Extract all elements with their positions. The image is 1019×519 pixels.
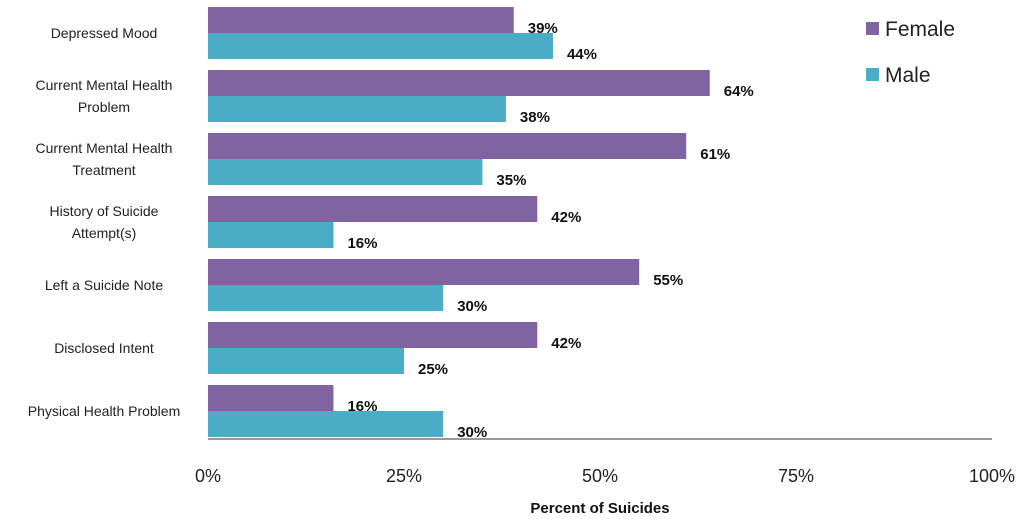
category-label-1-line-1: Problem [78, 99, 130, 115]
value-label-male-1: 38% [520, 109, 550, 126]
bar-male-3 [208, 222, 334, 248]
legend-label-female: Female [885, 18, 955, 41]
bar-male-2 [208, 159, 483, 185]
bar-female-4 [208, 259, 640, 285]
legend: Female Male [866, 18, 955, 87]
x-tick-labels: 0% 25% 50% 75% 100% [195, 466, 1015, 486]
value-label-female-5: 42% [551, 335, 581, 352]
value-label-female-4: 55% [653, 272, 683, 289]
category-label-2-line-0: Current Mental Health [36, 140, 173, 156]
legend-swatch-male [866, 68, 879, 81]
category-label-0-line-0: Depressed Mood [51, 25, 158, 41]
value-label-male-2: 35% [496, 172, 526, 189]
value-label-male-0: 44% [567, 46, 597, 63]
bar-female-3 [208, 196, 538, 222]
value-label-female-2: 61% [700, 146, 730, 163]
x-tick-label-1: 25% [386, 466, 422, 486]
bar-male-6 [208, 411, 444, 437]
x-axis-title: Percent of Suicides [530, 500, 669, 517]
x-tick-label-4: 100% [969, 466, 1015, 486]
category-label-1-line-0: Current Mental Health [36, 77, 173, 93]
category-label-5-line-0: Disclosed Intent [54, 340, 154, 356]
value-label-female-1: 64% [724, 83, 754, 100]
category-label-4-line-0: Left a Suicide Note [45, 277, 164, 293]
value-label-male-5: 25% [418, 361, 448, 378]
bar-female-2 [208, 133, 687, 159]
value-label-male-4: 30% [457, 298, 487, 315]
bar-female-0 [208, 7, 514, 33]
category-label-6-line-0: Physical Health Problem [28, 403, 181, 419]
value-labels: 39% 44% 64% 38% 61% 35% 42% 16% 55% 30% 42% 25% 16% 3… [347, 20, 753, 441]
bar-male-1 [208, 96, 506, 122]
x-tick-label-3: 75% [778, 466, 814, 486]
bar-female-6 [208, 385, 334, 411]
bar-female-1 [208, 70, 710, 96]
bar-male-0 [208, 33, 553, 59]
bar-female-5 [208, 322, 538, 348]
bar-male-4 [208, 285, 444, 311]
value-label-female-6: 16% [347, 398, 377, 415]
value-label-female-0: 39% [528, 20, 558, 37]
legend-label-male: Male [885, 64, 931, 87]
value-label-female-3: 42% [551, 209, 581, 226]
category-label-3-line-0: History of Suicide [50, 203, 159, 219]
value-label-male-6: 30% [457, 424, 487, 441]
category-label-3-line-1: Attempt(s) [72, 225, 137, 241]
value-label-male-3: 16% [347, 235, 377, 252]
x-tick-label-2: 50% [582, 466, 618, 486]
x-tick-label-0: 0% [195, 466, 221, 486]
category-labels: Depressed Mood Current Mental Health Probl… [28, 25, 181, 419]
legend-swatch-female [866, 22, 879, 35]
bars-group [208, 7, 710, 437]
bar-male-5 [208, 348, 404, 374]
category-label-2-line-1: Treatment [72, 162, 135, 178]
